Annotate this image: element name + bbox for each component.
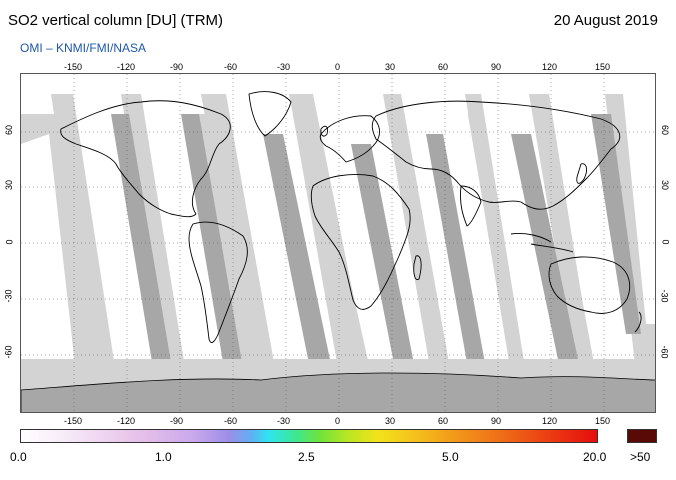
lat-tick-left: -30 [3, 289, 14, 303]
lat-tick-right: -30 [659, 289, 670, 303]
map-title: SO2 vertical column [DU] (TRM) [8, 12, 224, 29]
lon-tick-top: -30 [277, 62, 291, 72]
colorbar-label: 2.5 [298, 450, 315, 464]
lon-tick-bottom: -120 [117, 416, 136, 426]
data-credit: OMI – KNMI/FMI/NASA [20, 41, 147, 55]
north-america-outline [60, 100, 231, 218]
lon-tick-top: -60 [224, 62, 238, 72]
lon-tick-top: 0 [335, 62, 341, 72]
graticule [21, 74, 655, 412]
lon-tick-top: -150 [64, 62, 83, 72]
uk-outline [320, 125, 328, 137]
greenland-outline [248, 91, 292, 137]
lat-tick-left: 0 [4, 239, 15, 245]
australia-outline [548, 256, 631, 314]
africa-outline [310, 174, 411, 310]
map-date: 20 August 2019 [553, 12, 658, 29]
map-graphic [21, 74, 655, 412]
lon-tick-top: -90 [170, 62, 184, 72]
color-scale-overflow-box [627, 429, 657, 443]
lon-tick-bottom: 120 [542, 416, 558, 426]
lon-tick-top: 120 [542, 62, 558, 72]
lon-tick-bottom: 60 [438, 416, 449, 426]
colorbar-label: >50 [630, 450, 651, 464]
so2-color-scale [20, 429, 598, 443]
lon-tick-top: 60 [438, 62, 449, 72]
asia-outline [371, 100, 621, 210]
india-outline [460, 185, 482, 227]
lat-tick-right: -60 [659, 345, 670, 359]
colorbar-label: 1.0 [155, 450, 172, 464]
so2-map [20, 73, 656, 413]
lon-tick-bottom: -60 [224, 416, 238, 426]
indonesia-outline [510, 233, 574, 253]
europe-outline [319, 115, 380, 163]
lat-tick-left: 60 [4, 124, 15, 136]
colorbar-label: 5.0 [442, 450, 459, 464]
lon-tick-top: 90 [491, 62, 502, 72]
lon-tick-bottom: 90 [491, 416, 502, 426]
lon-tick-bottom: -150 [64, 416, 83, 426]
coastlines [60, 91, 642, 343]
lat-tick-left: 30 [4, 179, 15, 191]
colorbar-label: 0.0 [10, 450, 27, 464]
lat-tick-left: -60 [3, 345, 14, 359]
lon-tick-top: 150 [595, 62, 611, 72]
lon-tick-bottom: 30 [385, 416, 396, 426]
swath-gaps [51, 94, 646, 374]
lon-tick-bottom: -90 [170, 416, 184, 426]
lon-tick-bottom: 0 [335, 416, 341, 426]
lon-tick-top: -120 [117, 62, 136, 72]
colorbar-label: 20.0 [583, 450, 607, 464]
antarctica-outline [21, 372, 655, 412]
lat-tick-right: 0 [660, 239, 671, 245]
lon-tick-bottom: -30 [277, 416, 291, 426]
new-zealand-outline [634, 311, 642, 333]
lon-tick-bottom: 150 [595, 416, 611, 426]
madagascar-outline [413, 255, 422, 281]
south-america-outline [188, 221, 248, 343]
lon-tick-top: 30 [385, 62, 396, 72]
lat-tick-right: 30 [660, 179, 671, 191]
japan-outline [576, 163, 588, 184]
lat-tick-right: 60 [660, 124, 671, 136]
